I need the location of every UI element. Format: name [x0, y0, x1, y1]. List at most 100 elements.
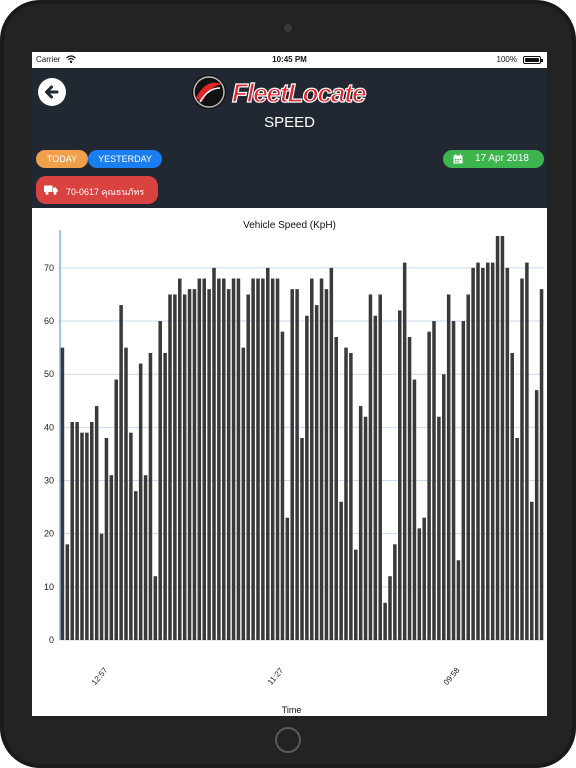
- speed-bar: [217, 278, 221, 640]
- speed-bar: [358, 406, 363, 640]
- speed-bar: [197, 278, 202, 640]
- chart-title: Vehicle Speed (KpH): [243, 220, 336, 231]
- speed-bar: [407, 337, 412, 640]
- speed-bar: [104, 438, 109, 640]
- speed-bar: [212, 267, 216, 640]
- speed-bar: [520, 278, 524, 640]
- truck-icon: [44, 185, 58, 195]
- speed-bar: [65, 544, 70, 640]
- speed-bar: [285, 517, 290, 640]
- x-tick-label: 12:57: [90, 665, 110, 687]
- speed-bar: [226, 289, 231, 640]
- speed-bar: [456, 560, 461, 640]
- logo-text: FleetLocate: [231, 77, 367, 108]
- speed-bar: [344, 347, 348, 640]
- speed-bar: [280, 331, 285, 640]
- speed-bar: [305, 315, 309, 640]
- speed-bar: [339, 501, 343, 640]
- arrow-left-icon: [45, 85, 59, 99]
- speed-bar: [451, 321, 456, 640]
- battery-icon: [523, 56, 543, 64]
- speed-bar: [222, 278, 226, 640]
- speed-bar: [515, 438, 519, 640]
- speed-bar: [363, 416, 368, 640]
- speed-bar: [466, 294, 470, 640]
- speed-bar: [525, 262, 529, 640]
- speed-bar: [153, 576, 158, 640]
- today-button[interactable]: TODAY: [36, 150, 88, 168]
- y-tick-label: 50: [44, 369, 54, 379]
- page-title: SPEED: [264, 114, 315, 131]
- wifi-icon: [66, 55, 76, 63]
- speed-bar: [138, 363, 143, 640]
- speed-bar: [427, 331, 431, 640]
- speed-bar: [256, 278, 260, 640]
- carrier-label: Carrier: [36, 55, 61, 64]
- speed-bar: [539, 289, 544, 640]
- x-axis-label: Time: [282, 705, 302, 715]
- speed-bar: [495, 236, 500, 640]
- speed-bar: [295, 289, 299, 640]
- speed-bar: [446, 294, 451, 640]
- status-bar: Carrier 10:45 PM 100%: [32, 52, 547, 68]
- speed-bar: [192, 289, 197, 640]
- speed-bar: [114, 379, 118, 640]
- speed-bar: [99, 533, 104, 640]
- speed-bar: [354, 549, 358, 640]
- speed-bar: [383, 602, 387, 640]
- yesterday-button[interactable]: YESTERDAY: [88, 150, 162, 168]
- speed-bar: [129, 432, 133, 640]
- speed-bar: [500, 236, 505, 640]
- filter-bar: TODAY YESTERDAY 17 Apr 2018: [32, 146, 547, 208]
- speed-bar: [534, 390, 539, 640]
- app-header: FleetLocate SPEED: [32, 68, 547, 146]
- x-tick-label: 09:58: [442, 665, 462, 687]
- speed-bar: [417, 528, 422, 640]
- speed-bar: [182, 294, 187, 640]
- status-time: 10:45 PM: [272, 55, 307, 64]
- speed-bar: [94, 406, 99, 640]
- speed-bar: [158, 321, 162, 640]
- speed-bar: [510, 352, 514, 640]
- speed-bar: [373, 315, 378, 640]
- speed-bar: [246, 294, 250, 640]
- speed-bar: [471, 267, 475, 640]
- fleetlocate-logo: FleetLocate: [190, 74, 390, 110]
- speed-bar: [461, 321, 466, 640]
- vehicle-label: 70-0617 คุณธนภัทร: [66, 187, 145, 197]
- speed-bar: [505, 267, 510, 640]
- speed-bar: [202, 278, 206, 640]
- speed-chart: Vehicle Speed (KpH) 0 10 20 30 40 50 60 70 12:57 1…: [32, 208, 547, 716]
- y-tick-label: 10: [44, 582, 54, 592]
- date-picker-button[interactable]: 17 Apr 2018: [443, 150, 544, 168]
- speed-bar: [236, 278, 241, 640]
- speed-bar: [442, 374, 446, 640]
- speed-bar: [75, 422, 79, 640]
- speed-bar: [168, 294, 172, 640]
- y-tick-label: 20: [44, 529, 54, 539]
- speed-bar: [490, 262, 495, 640]
- speed-bar: [251, 278, 255, 640]
- speed-bar: [173, 294, 177, 640]
- speed-bar: [388, 576, 392, 640]
- home-button[interactable]: [275, 727, 301, 753]
- speed-bar: [290, 289, 294, 640]
- speed-bar: [412, 379, 417, 640]
- battery-percent: 100%: [496, 55, 517, 64]
- date-label: 17 Apr 2018: [475, 153, 529, 164]
- speed-bar: [119, 305, 123, 640]
- speed-bar: [437, 416, 441, 640]
- speed-bar: [486, 262, 490, 640]
- speed-bar: [187, 289, 192, 640]
- speed-chart-svg: Vehicle Speed (KpH) 0 10 20 30 40 50 60 70 12:57 1…: [44, 220, 544, 715]
- speed-bar: [163, 352, 167, 640]
- speed-bar: [231, 278, 236, 640]
- speed-bar: [134, 491, 138, 640]
- vehicle-selector-button[interactable]: 70-0617 คุณธนภัทร: [36, 176, 158, 204]
- speed-bar: [124, 347, 128, 640]
- speed-bar: [334, 337, 338, 640]
- back-button[interactable]: [38, 78, 66, 106]
- speed-bar: [329, 267, 334, 640]
- speed-bar: [270, 278, 275, 640]
